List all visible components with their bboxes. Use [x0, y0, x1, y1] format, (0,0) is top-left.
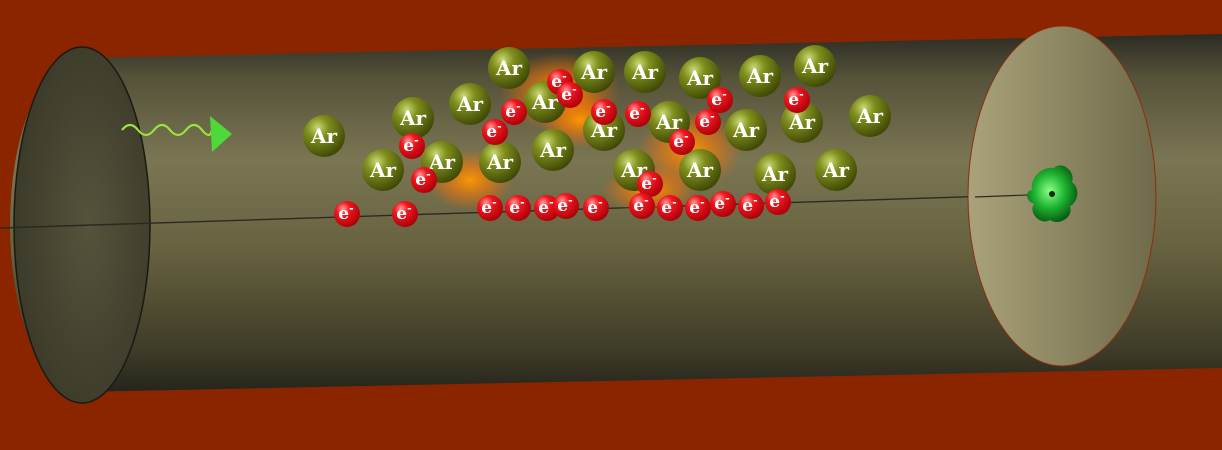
electron-label: e-	[633, 194, 648, 216]
electron-label: e-	[595, 100, 610, 122]
electron: e-	[591, 99, 617, 125]
electron: e-	[738, 193, 764, 219]
electron-label: e-	[415, 168, 430, 190]
argon-atom: Ar	[849, 95, 891, 137]
electron: e-	[669, 129, 695, 155]
electron-label: e-	[587, 196, 602, 218]
electron: e-	[583, 195, 609, 221]
argon-label: Ar	[456, 92, 484, 116]
electron-label: e-	[403, 134, 418, 156]
argon-label: Ar	[746, 64, 774, 88]
detector-spark-icon	[1027, 165, 1078, 223]
electron-label: e-	[338, 202, 353, 224]
electron-label: e-	[557, 194, 572, 216]
electron: e-	[625, 101, 651, 127]
electron-label: e-	[699, 110, 714, 132]
argon-label: Ar	[486, 150, 514, 174]
electron: e-	[501, 99, 527, 125]
electron: e-	[534, 195, 560, 221]
electron: e-	[695, 109, 721, 135]
electron-label: e-	[711, 88, 726, 110]
argon-atom: Ar	[392, 97, 434, 139]
argon-atom: Ar	[362, 149, 404, 191]
argon-label: Ar	[686, 158, 714, 182]
electron: e-	[411, 167, 437, 193]
electron-label: e-	[561, 83, 576, 105]
electron-label: e-	[742, 194, 757, 216]
electron-label: e-	[661, 196, 676, 218]
electron-label: e-	[481, 196, 496, 218]
electron: e-	[685, 195, 711, 221]
argon-atom: Ar	[479, 141, 521, 183]
electron: e-	[710, 191, 736, 217]
argon-label: Ar	[761, 162, 789, 186]
argon-label: Ar	[856, 104, 884, 128]
argon-atom: Ar	[573, 51, 615, 93]
argon-label: Ar	[631, 60, 659, 84]
argon-atom: Ar	[679, 57, 721, 99]
argon-atom: Ar	[794, 45, 836, 87]
electron-label: e-	[505, 100, 520, 122]
argon-atom: Ar	[624, 51, 666, 93]
argon-label: Ar	[822, 158, 850, 182]
electron: e-	[482, 119, 508, 145]
argon-label: Ar	[788, 110, 816, 134]
electron: e-	[707, 87, 733, 113]
electron: e-	[657, 195, 683, 221]
argon-atom: Ar	[754, 153, 796, 195]
electron: e-	[784, 87, 810, 113]
argon-atom: Ar	[532, 129, 574, 171]
argon-label: Ar	[369, 158, 397, 182]
electron-label: e-	[486, 120, 501, 142]
argon-label: Ar	[686, 66, 714, 90]
photon-wave-arrow-icon	[121, 116, 232, 152]
argon-label: Ar	[531, 90, 559, 114]
argon-atom: Ar	[303, 115, 345, 157]
electron-label: e-	[689, 196, 704, 218]
argon-atom: Ar	[449, 83, 491, 125]
argon-atom: Ar	[815, 149, 857, 191]
argon-label: Ar	[801, 54, 829, 78]
argon-label: Ar	[732, 118, 760, 142]
electron: e-	[637, 171, 663, 197]
electron-label: e-	[551, 70, 566, 92]
electron-label: e-	[788, 88, 803, 110]
electron: e-	[477, 195, 503, 221]
electron: e-	[399, 133, 425, 159]
argon-label: Ar	[495, 56, 523, 80]
electron-label: e-	[769, 190, 784, 212]
argon-label: Ar	[580, 60, 608, 84]
argon-atom: Ar	[725, 109, 767, 151]
electron: e-	[505, 195, 531, 221]
argon-atom: Ar	[679, 149, 721, 191]
argon-atom: Ar	[488, 47, 530, 89]
argon-label: Ar	[399, 106, 427, 130]
electron: e-	[392, 201, 418, 227]
argon-atom: Ar	[739, 55, 781, 97]
electron-label: e-	[509, 196, 524, 218]
electron: e-	[334, 201, 360, 227]
electrons: e-e-e-e-e-e-e-e-e-e-e-e-e-e-e-e-e-e-e-e-…	[334, 69, 810, 227]
electron-label: e-	[396, 202, 411, 224]
electron-label: e-	[714, 192, 729, 214]
electron: e-	[765, 189, 791, 215]
electron-label: e-	[641, 172, 656, 194]
argon-label: Ar	[428, 150, 456, 174]
electron: e-	[553, 193, 579, 219]
argon-label: Ar	[310, 124, 338, 148]
electron: e-	[557, 82, 583, 108]
electron: e-	[629, 193, 655, 219]
electron-label: e-	[673, 130, 688, 152]
electron-label: e-	[538, 196, 553, 218]
argon-label: Ar	[539, 138, 567, 162]
electron-label: e-	[629, 102, 644, 124]
